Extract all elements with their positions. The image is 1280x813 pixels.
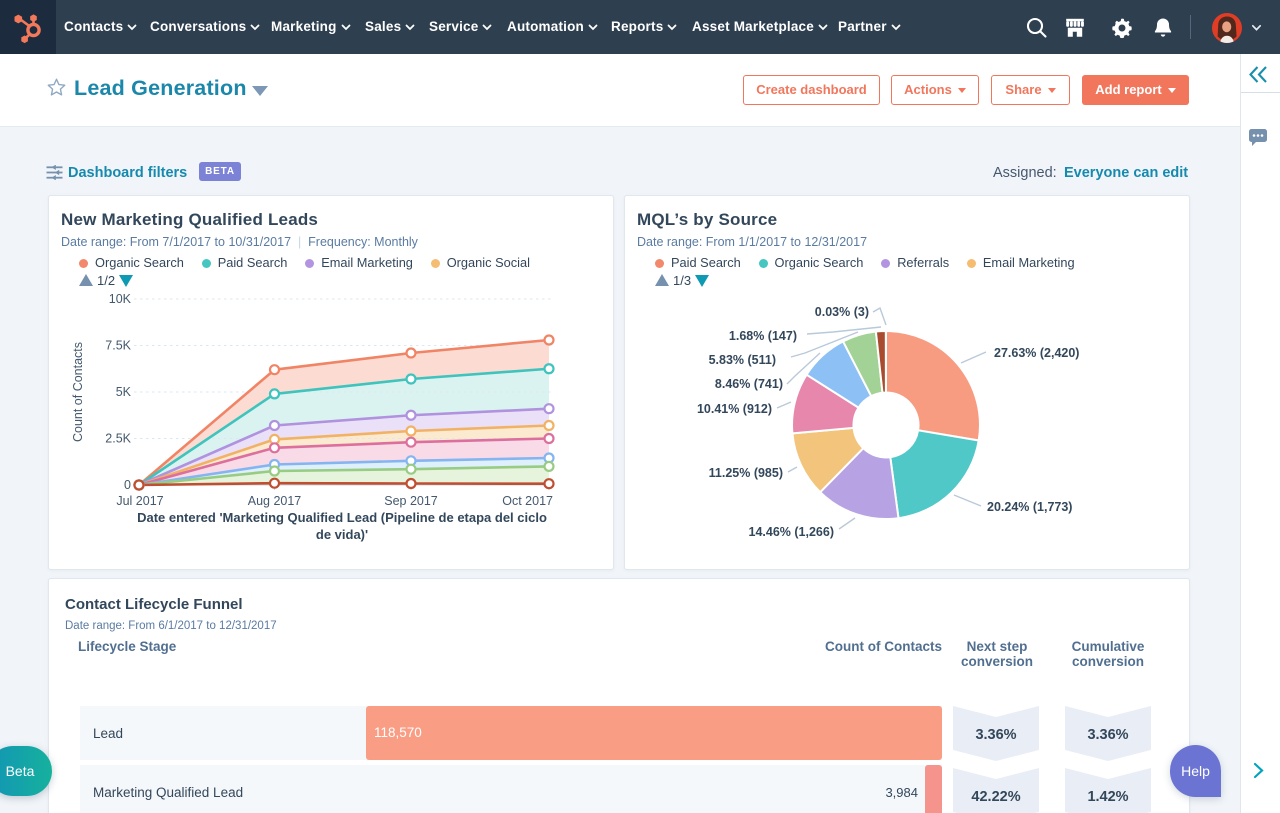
svg-text:Oct 2017: Oct 2017 — [502, 494, 553, 508]
svg-text:Sep 2017: Sep 2017 — [384, 494, 438, 508]
svg-text:20.24% (1,773): 20.24% (1,773) — [987, 500, 1072, 514]
svg-text:10.41% (912): 10.41% (912) — [697, 402, 772, 416]
svg-text:7.5K: 7.5K — [105, 339, 131, 353]
svg-text:10K: 10K — [109, 292, 132, 306]
svg-text:5.83% (511): 5.83% (511) — [709, 353, 776, 367]
svg-text:0.03% (3): 0.03% (3) — [815, 305, 869, 319]
svg-text:Aug 2017: Aug 2017 — [248, 494, 302, 508]
svg-text:1.68% (147): 1.68% (147) — [729, 329, 797, 343]
svg-text:8.46% (741): 8.46% (741) — [715, 377, 783, 391]
svg-text:14.46% (1,266): 14.46% (1,266) — [749, 525, 834, 539]
svg-text:11.25% (985): 11.25% (985) — [709, 466, 783, 480]
svg-text:Jul 2017: Jul 2017 — [116, 494, 163, 508]
svg-text:27.63% (2,420): 27.63% (2,420) — [994, 346, 1079, 360]
svg-text:0: 0 — [124, 478, 131, 492]
svg-text:5K: 5K — [116, 385, 132, 399]
svg-text:2.5K: 2.5K — [105, 432, 131, 446]
svg-text:Count of Contacts: Count of Contacts — [71, 342, 85, 442]
